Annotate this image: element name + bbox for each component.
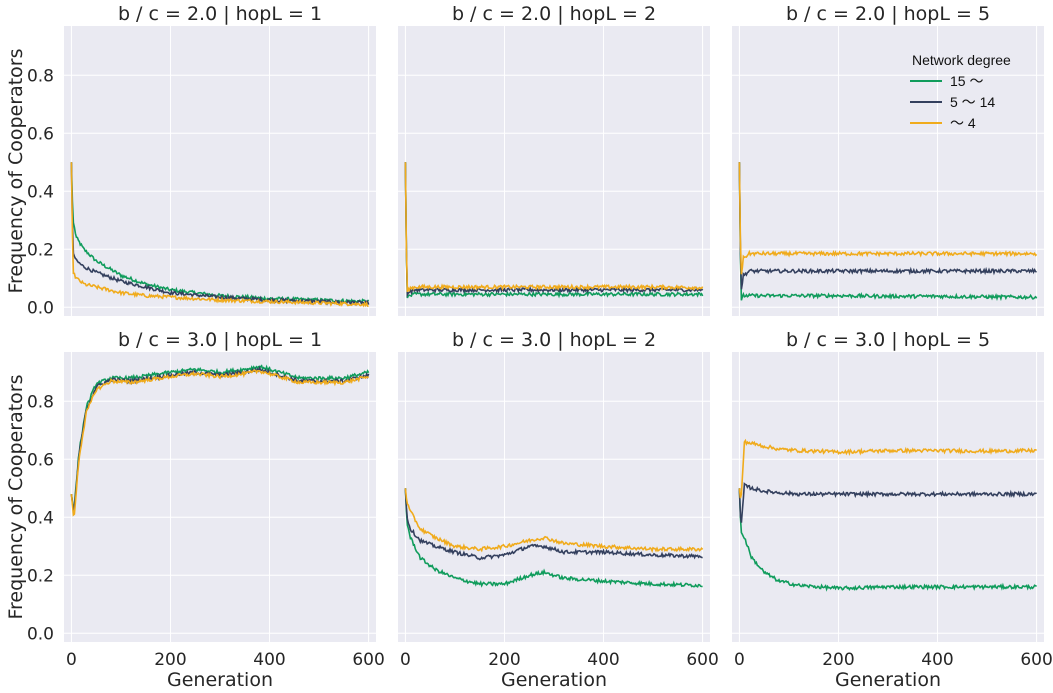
legend-label: 5 〜 14	[950, 94, 995, 110]
series-line-15	[404, 488, 703, 588]
series-line-4	[404, 162, 704, 293]
y-axis-label: Frequency of Cooperators	[5, 48, 27, 293]
x-tick-label: 200	[822, 650, 854, 670]
series-line-5-14	[404, 488, 703, 561]
x-axis-label: Generation	[167, 669, 273, 691]
y-tick-label: 0.6	[27, 124, 54, 144]
series-line-4	[738, 162, 1038, 275]
series-line-15	[404, 162, 704, 299]
panel-title: b / c = 2.0 | hopL = 5	[786, 3, 990, 25]
panel-3: b / c = 2.0 | hopL = 5 Network degree 15 〜…	[732, 3, 1044, 316]
legend-label: 〜 4	[950, 115, 976, 131]
panel-title: b / c = 3.0 | hopL = 2	[452, 329, 656, 351]
panel-title: b / c = 2.0 | hopL = 1	[118, 3, 322, 25]
x-tick-label: 0	[400, 650, 411, 670]
series-line-5-14	[738, 162, 1037, 290]
x-tick-label: 400	[587, 650, 619, 670]
series-line-15	[738, 162, 1038, 302]
x-tick-label: 400	[253, 650, 285, 670]
legend-title: Network degree	[912, 52, 1011, 68]
y-tick-label: 0.8	[27, 66, 54, 86]
panel-background	[64, 26, 376, 316]
x-axis-label: Generation	[501, 669, 607, 691]
panel-background	[398, 26, 710, 316]
y-tick-label: 0.8	[27, 392, 54, 412]
legend-label: 15 〜	[950, 73, 983, 89]
x-tick-label: 600	[1020, 650, 1052, 670]
series-line-5-14	[404, 162, 704, 298]
panel-background	[64, 352, 376, 642]
y-tick-label: 0.2	[27, 566, 54, 586]
y-tick-label: 0.0	[27, 624, 54, 644]
x-tick-label: 200	[154, 650, 186, 670]
panel-5: b / c = 3.0 | hopL = 2 0 200 400 600 Generati…	[398, 329, 719, 691]
x-axis-label: Generation	[835, 669, 941, 691]
y-tick-label: 0.2	[27, 240, 54, 260]
x-tick-label: 600	[352, 650, 384, 670]
panel-6: b / c = 3.0 | hopL = 5 0 200 400 600 Generati…	[732, 329, 1053, 691]
panel-background	[398, 352, 710, 642]
series-line-4	[738, 438, 1038, 499]
x-tick-label: 200	[488, 650, 520, 670]
y-tick-label: 0.6	[27, 450, 54, 470]
panel-2: b / c = 2.0 | hopL = 2	[398, 3, 710, 316]
panel-background	[732, 26, 1044, 316]
panel-title: b / c = 3.0 | hopL = 5	[786, 329, 990, 351]
panel-1: b / c = 2.0 | hopL = 1 0.0 0.2 0.4 0.6 0.8Fre…	[5, 3, 376, 318]
panel-title: b / c = 2.0 | hopL = 2	[452, 3, 656, 25]
legend: Network degree 15 〜 5 〜 14 〜 4	[910, 52, 1011, 131]
y-tick-label: 0.0	[27, 298, 54, 318]
series-line-5-14	[70, 162, 370, 306]
series-line-15	[738, 488, 1037, 592]
series-line-4	[404, 488, 704, 554]
series-line-5-14	[738, 482, 1037, 523]
series-line-4	[70, 162, 369, 308]
series-line-4	[70, 369, 369, 517]
x-tick-label: 400	[921, 650, 953, 670]
x-tick-label: 600	[686, 650, 718, 670]
panel-title: b / c = 3.0 | hopL = 1	[118, 329, 322, 351]
y-tick-label: 0.4	[27, 508, 54, 528]
y-axis-label: Frequency of Cooperators	[5, 374, 27, 619]
x-tick-label: 0	[734, 650, 745, 670]
x-tick-label: 0	[66, 650, 77, 670]
y-tick-label: 0.4	[27, 182, 54, 202]
panel-4: b / c = 3.0 | hopL = 1 0.0 0.2 0.4 0.6 0.8 0 20…	[5, 329, 385, 691]
